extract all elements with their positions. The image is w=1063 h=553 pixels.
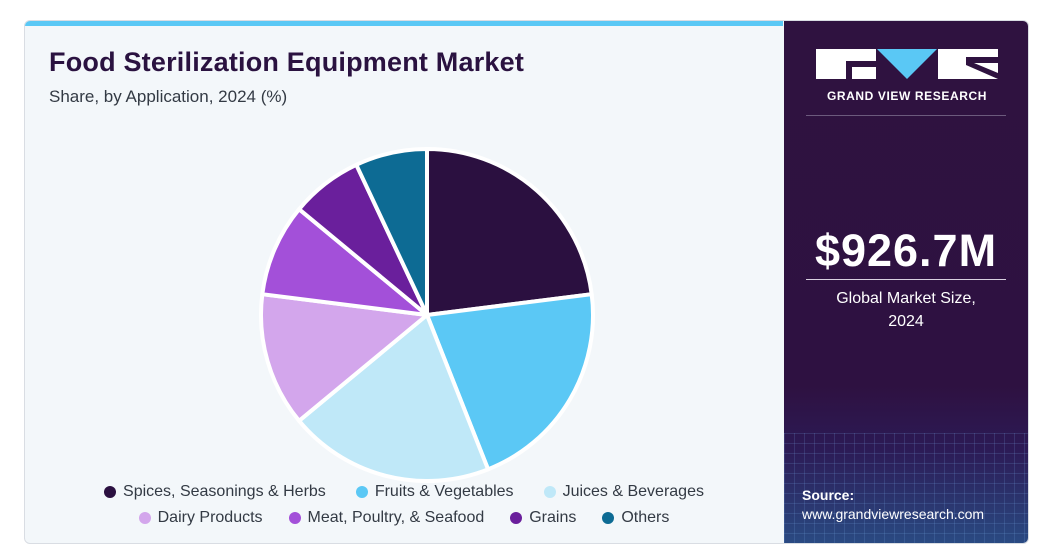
legend-item: Meat, Poultry, & Seafood [288, 509, 485, 527]
pie-chart [259, 147, 595, 483]
pie-slice-dairy-products [259, 292, 429, 423]
legend-swatch [602, 512, 615, 524]
legend-item: Spices, Seasonings & Herbs [104, 483, 326, 501]
legend-label: Grains [529, 509, 577, 526]
brand-name: GRAND VIEW RESEARCH [826, 89, 988, 103]
pie-slice-juices-beverages [297, 313, 491, 483]
chart-subtitle: Share, by Application, 2024 (%) [49, 87, 288, 106]
legend-label: Spices, Seasonings & Herbs [123, 483, 326, 500]
gvr-logo-icon [816, 49, 998, 79]
legend-item: Fruits & Vegetables [355, 483, 514, 501]
legend-label: Juices & Beverages [562, 483, 704, 500]
grand-view-research-logo: GRAND VIEW RESEARCH [816, 49, 998, 103]
legend-label: Meat, Poultry, & Seafood [307, 509, 485, 526]
legend-swatch [543, 486, 556, 498]
legend-label: Dairy Products [157, 509, 263, 526]
decorative-grid [784, 433, 1028, 543]
chart-title: Food Sterilization Equipment Market [49, 47, 525, 77]
market-size-label: Global Market Size, 2024 [784, 287, 1028, 333]
legend-swatch [510, 512, 523, 524]
legend-item: Grains [510, 509, 576, 527]
accent-bar [25, 21, 783, 26]
logo-divider [806, 115, 1006, 116]
legend-item: Juices & Beverages [543, 483, 704, 501]
legend-row: Spices, Seasonings & Herbs Fruits & Veget… [25, 479, 783, 505]
market-size-label-line2: 2024 [888, 313, 924, 330]
legend-label: Fruits & Vegetables [374, 483, 514, 500]
market-size-label-line1: Global Market Size, [836, 290, 976, 307]
chart-card: Food Sterilization Equipment Market Shar… [24, 20, 1029, 544]
legend-label: Others [621, 509, 670, 526]
pie-slice-spices-seasonings-herbs [425, 147, 594, 317]
legend-item: Dairy Products [138, 509, 263, 527]
source-link[interactable]: www.grandviewresearch.com [802, 506, 985, 522]
source-title: Source: [802, 487, 855, 503]
legend-item: Others [602, 509, 669, 527]
legend-swatch [104, 486, 117, 498]
pie-slice-fruits-vegetables [425, 292, 595, 472]
info-sidebar: GRAND VIEW RESEARCH $926.7M Global Marke… [784, 21, 1028, 543]
legend-swatch [138, 512, 151, 524]
legend-swatch [288, 512, 301, 524]
market-size-value: $926.7M [814, 225, 998, 276]
pie-slice-others [354, 147, 429, 317]
value-divider [806, 279, 1006, 280]
legend-swatch [355, 486, 368, 498]
chart-legend: Spices, Seasonings & Herbs Fruits & Veget… [25, 479, 783, 531]
legend-row: Dairy Products Meat, Poultry, & Seafood Gr… [25, 505, 783, 531]
